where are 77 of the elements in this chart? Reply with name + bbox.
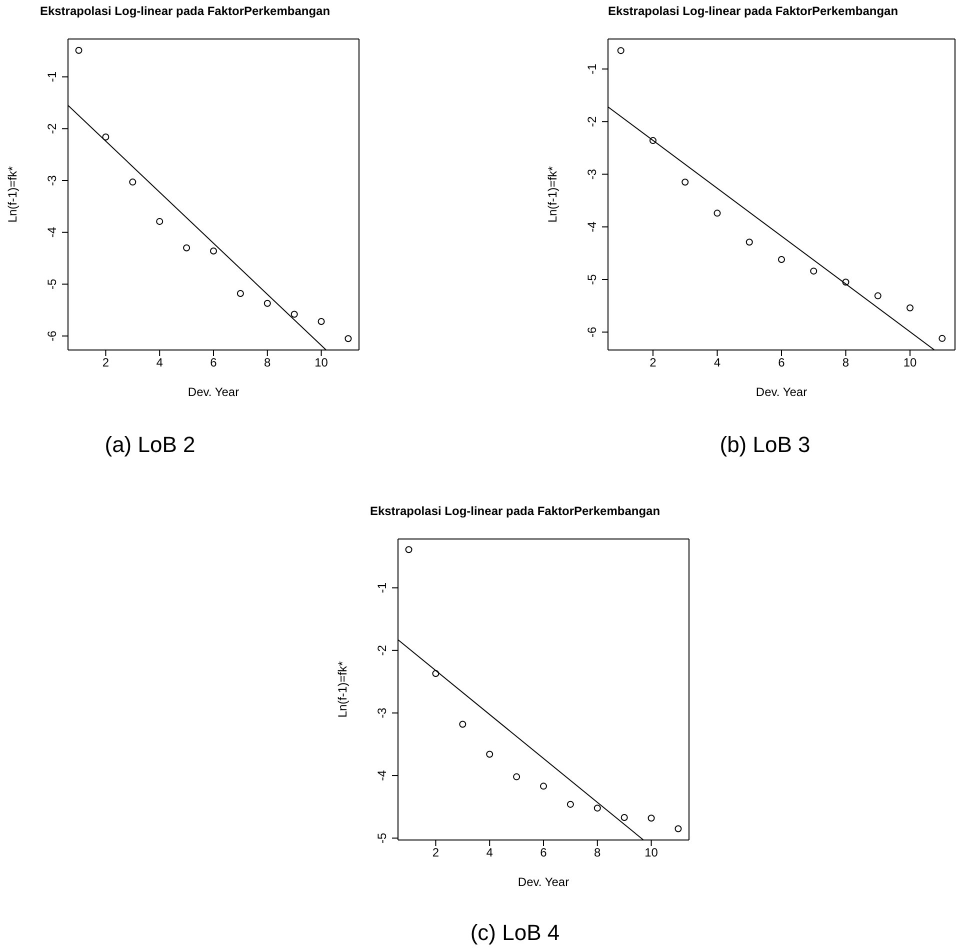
y-tick-label: -2 bbox=[375, 644, 389, 656]
point bbox=[714, 210, 721, 217]
y-tick-label: -4 bbox=[45, 226, 59, 238]
x-tick-label: 8 bbox=[594, 846, 602, 860]
y-axis-title: Ln(f-1)=fk* bbox=[545, 166, 560, 223]
point bbox=[938, 334, 946, 342]
y-tick-label: -5 bbox=[375, 832, 389, 844]
y-axis-title: Ln(f-1)=fk* bbox=[335, 660, 350, 718]
point bbox=[459, 720, 466, 728]
point bbox=[513, 773, 520, 780]
x-tick-label: 8 bbox=[842, 356, 850, 370]
y-tick-label: -1 bbox=[585, 63, 599, 74]
y-tick-label: -6 bbox=[45, 330, 59, 342]
point bbox=[778, 256, 785, 263]
y-tick-label: -2 bbox=[45, 123, 59, 134]
chart-title: Ekstrapolasi Log-linear pada FaktorPerkembangan bbox=[368, 504, 662, 518]
point bbox=[649, 137, 656, 144]
x-tick-label: 6 bbox=[540, 846, 548, 860]
text: (c) LoB 4 bbox=[469, 920, 561, 946]
point bbox=[236, 290, 244, 297]
point bbox=[486, 750, 494, 758]
x-tick-label: 10 bbox=[314, 356, 328, 370]
point bbox=[810, 268, 818, 275]
y-tick-label: -3 bbox=[45, 174, 59, 186]
point bbox=[344, 335, 352, 342]
x-tick-label: 8 bbox=[264, 356, 272, 370]
x-tick-label: 2 bbox=[432, 846, 440, 860]
point bbox=[129, 178, 136, 186]
y-tick-label: -3 bbox=[375, 707, 389, 718]
y-tick-label: -1 bbox=[375, 582, 389, 594]
y-tick-label: -1 bbox=[45, 71, 59, 82]
point bbox=[75, 46, 82, 54]
y-tick-label: -2 bbox=[585, 116, 599, 127]
x-tick-label: 2 bbox=[650, 356, 657, 370]
point bbox=[674, 825, 682, 832]
y-axis-title: Ln(f-1)=fk* bbox=[5, 166, 20, 223]
point bbox=[842, 278, 850, 286]
x-tick-label: 6 bbox=[778, 356, 786, 370]
x-tick-label: 4 bbox=[486, 846, 494, 860]
point bbox=[566, 800, 574, 808]
point bbox=[290, 310, 298, 318]
point bbox=[746, 238, 753, 246]
text: (b) LoB 3 bbox=[718, 432, 812, 458]
point bbox=[620, 814, 628, 821]
y-tick-label: -6 bbox=[585, 326, 599, 338]
point bbox=[156, 218, 164, 225]
point bbox=[405, 546, 412, 554]
chart-title: Ekstrapolasi Log-linear pada FaktorPerkembangan bbox=[38, 4, 332, 18]
point bbox=[540, 782, 547, 790]
x-tick-label: 10 bbox=[903, 356, 918, 370]
point bbox=[617, 47, 624, 54]
x-axis-title: Dev. Year bbox=[756, 385, 808, 399]
x-tick-label: 4 bbox=[714, 356, 721, 370]
x-tick-label: 6 bbox=[210, 356, 218, 370]
point bbox=[906, 304, 914, 312]
point bbox=[594, 804, 601, 812]
point bbox=[210, 248, 217, 254]
y-tick-label: -4 bbox=[585, 221, 599, 232]
point bbox=[102, 133, 110, 140]
point bbox=[432, 670, 440, 678]
x-axis-title: Dev. Year bbox=[188, 385, 240, 399]
x-tick-label: 4 bbox=[156, 356, 164, 370]
x-axis-title: Dev. Year bbox=[518, 875, 570, 889]
chart-title: Ekstrapolasi Log-linear pada FaktorPerkembangan bbox=[606, 4, 900, 18]
point bbox=[682, 178, 689, 186]
point bbox=[264, 300, 271, 307]
x-tick-label: 10 bbox=[644, 846, 658, 860]
x-tick-label: 2 bbox=[102, 356, 110, 370]
point bbox=[183, 244, 190, 252]
point bbox=[874, 292, 882, 300]
y-tick-label: -5 bbox=[45, 278, 59, 290]
y-tick-label: -5 bbox=[585, 274, 599, 285]
y-tick-label: -3 bbox=[585, 168, 599, 180]
y-tick-label: -4 bbox=[375, 770, 389, 781]
text: (a) LoB 2 bbox=[104, 432, 196, 458]
point bbox=[648, 814, 655, 822]
point bbox=[318, 318, 325, 325]
